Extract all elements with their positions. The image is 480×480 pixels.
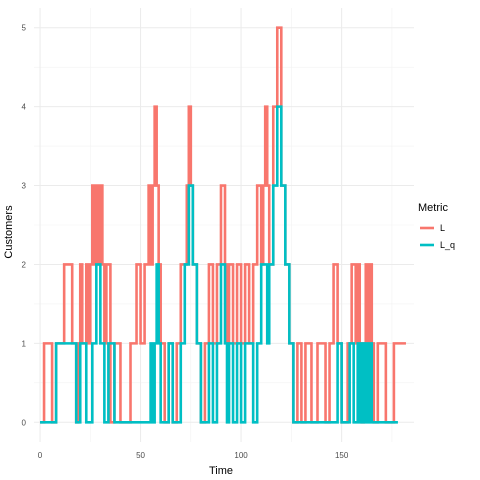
legend-title: Metric — [418, 202, 448, 214]
x-axis-ticks: 0 50 100 150 — [38, 451, 349, 460]
y-axis-ticks: 0 1 2 3 4 5 — [22, 24, 27, 428]
x-tick-label: 0 — [38, 451, 43, 460]
y-tick-label: 4 — [22, 103, 27, 112]
legend-label: L — [440, 223, 445, 233]
y-tick-label: 1 — [22, 339, 27, 348]
y-tick-label: 5 — [22, 24, 27, 33]
x-tick-label: 100 — [234, 451, 248, 460]
legend: Metric L L_q — [418, 202, 455, 250]
y-tick-label: 3 — [22, 182, 27, 191]
series-line-l-q — [40, 105, 398, 424]
y-tick-label: 0 — [22, 418, 27, 427]
x-tick-label: 50 — [136, 451, 145, 460]
x-axis-title: Time — [209, 465, 233, 477]
x-tick-label: 150 — [335, 451, 349, 460]
series-layer — [40, 26, 406, 424]
y-axis-title: Customers — [3, 205, 15, 259]
legend-label: L_q — [440, 240, 455, 250]
y-tick-label: 2 — [22, 260, 27, 269]
